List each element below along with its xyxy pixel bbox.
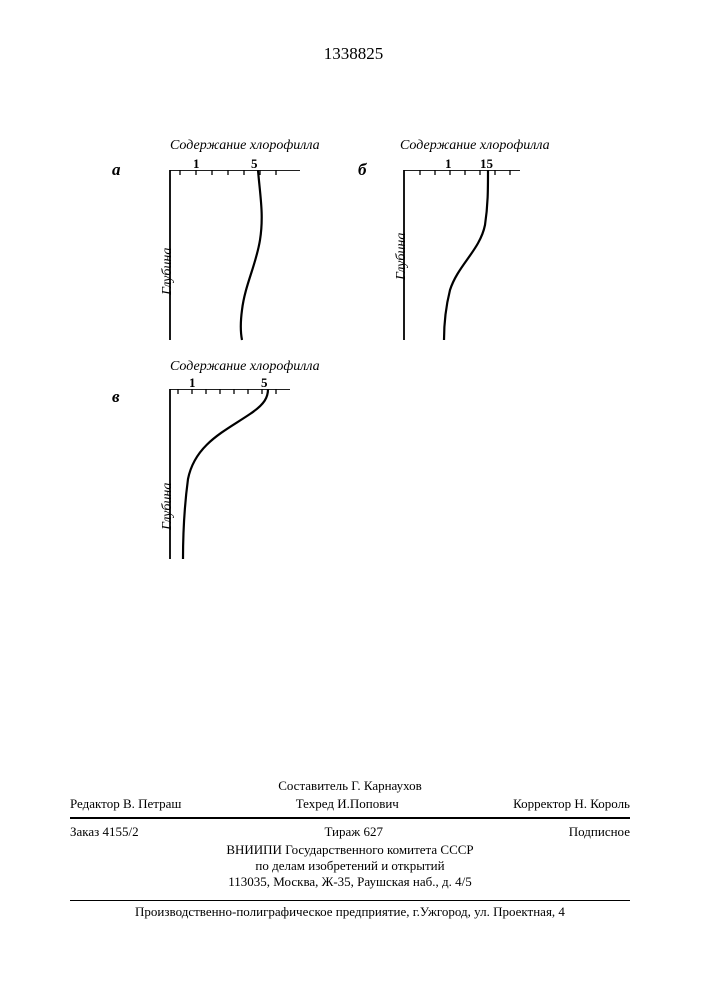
production-line: Производственно-полиграфическое предприя… [70,904,630,920]
chart-c-svg [140,389,320,609]
corrector-label: Корректор Н. Король [513,796,630,812]
chart-c-curve [183,389,268,559]
chart-a-svg [140,170,320,390]
charts-container: а Содержание хлорофилла 1 5 Глубина б Со… [100,130,600,600]
chart-a-label: а [112,160,121,180]
chart-b-x-title: Содержание хлорофилла [400,138,550,154]
divider-2 [70,900,630,901]
editor-label: Редактор В. Петраш [70,796,181,812]
org-line-2: по делам изобретений и открытий [70,858,630,874]
compiler-line: Составитель Г. Карнаухов [70,778,630,794]
signed-label: Подписное [569,824,630,840]
address-line: 113035, Москва, Ж-35, Раушская наб., д. … [70,874,630,890]
tirage-label: Тираж 627 [324,824,383,840]
chart-b-label: б [358,160,366,180]
order-label: Заказ 4155/2 [70,824,139,840]
chart-a-curve [241,170,262,340]
page-number: 1338825 [324,44,384,64]
footer: Составитель Г. Карнаухов Редактор В. Пет… [70,778,630,920]
chart-c-x-title: Содержание хлорофилла [170,359,320,375]
order-row: Заказ 4155/2 Тираж 627 Подписное [70,822,630,842]
chart-b-svg [380,170,550,390]
divider-1 [70,817,630,819]
chart-c-label: в [112,387,120,407]
chart-a-x-title: Содержание хлорофилла [170,138,320,154]
org-line-1: ВНИИПИ Государственного комитета СССР [70,842,630,858]
techred-label: Техред И.Попович [296,796,399,812]
chart-b-curve [444,170,488,340]
editor-row: Редактор В. Петраш Техред И.Попович Корр… [70,794,630,814]
